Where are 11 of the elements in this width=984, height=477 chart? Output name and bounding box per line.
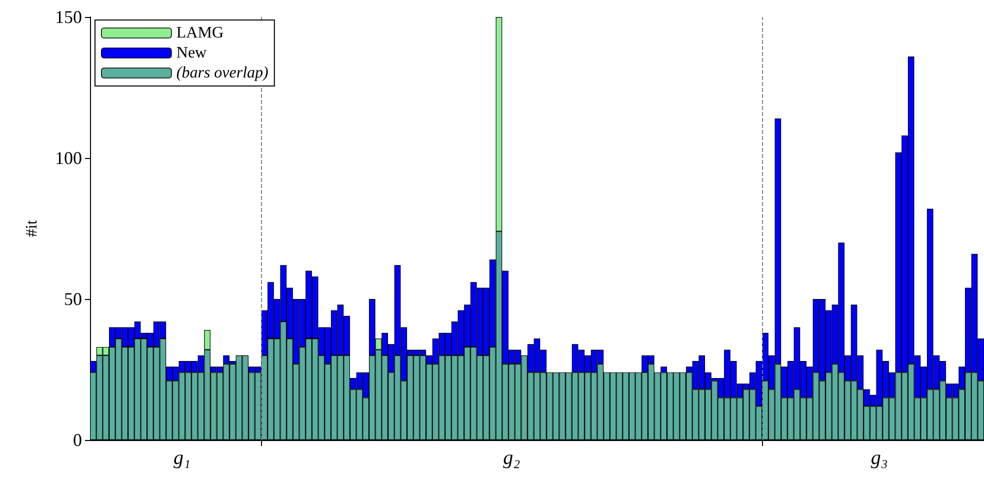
x-tick-label: g₁ xyxy=(173,447,190,469)
y-axis-title: #it xyxy=(24,220,40,237)
legend-label: (bars overlap) xyxy=(176,64,268,82)
legend-label: New xyxy=(176,44,208,62)
x-tick-label: g₂ xyxy=(503,447,520,469)
legend-label: LAMG xyxy=(176,24,224,42)
y-tick-label: 0 xyxy=(73,430,82,450)
y-tick-label: 150 xyxy=(55,7,82,27)
y-tick-label: 100 xyxy=(55,148,82,168)
x-tick-label: g₃ xyxy=(870,447,888,469)
y-tick-label: 50 xyxy=(64,289,82,309)
